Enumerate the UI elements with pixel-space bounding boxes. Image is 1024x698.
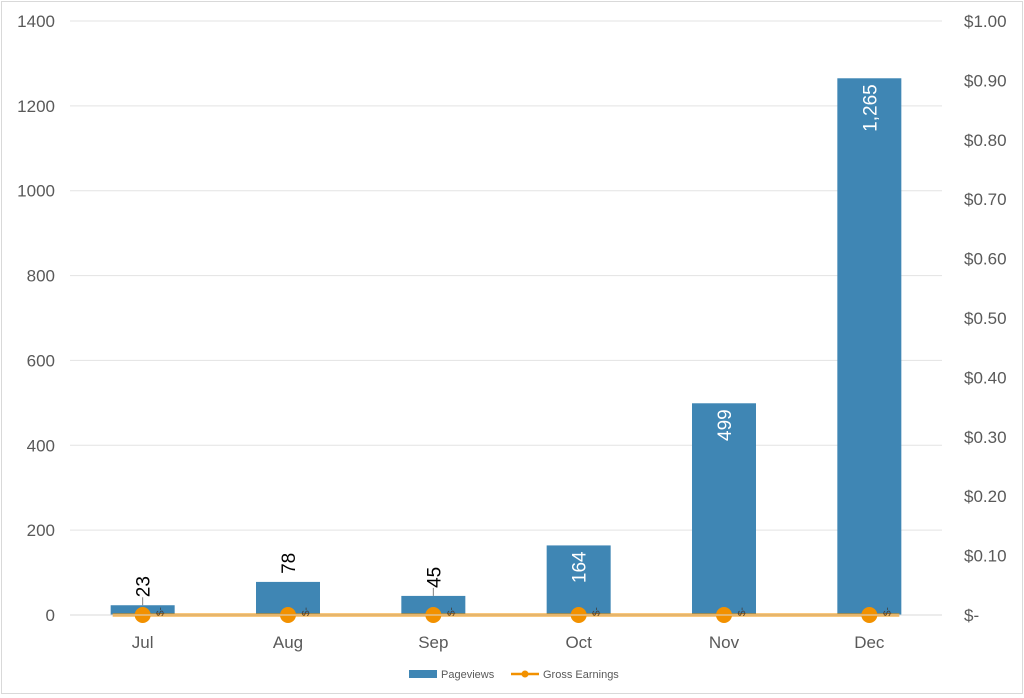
- y-left-tick-label: 1400: [17, 12, 55, 31]
- gridlines: [70, 20, 942, 531]
- x-tick-label: Dec: [854, 633, 885, 652]
- bar-pageviews: [546, 545, 611, 615]
- x-tick-label: Sep: [418, 633, 448, 652]
- y-right-tick-label: $-: [964, 606, 979, 625]
- y-right-tick-label: $0.70: [964, 190, 1007, 209]
- bar-data-label: 23: [134, 576, 155, 597]
- y-right-tick-label: $0.90: [964, 71, 1007, 90]
- gross-earnings-data-label: $-: [156, 607, 167, 616]
- bar-data-label: 1,265: [860, 84, 881, 132]
- y-left-tick-label: 600: [27, 351, 55, 370]
- legend-swatch-gross-earnings-marker: [521, 670, 529, 678]
- legend-swatch-pageviews: [409, 670, 437, 678]
- y-left-tick-label: 400: [27, 436, 55, 455]
- bar-pageviews: [692, 403, 756, 615]
- legend: Pageviews Gross Earnings: [409, 669, 619, 681]
- legend-label-gross-earnings: Gross Earnings: [543, 669, 619, 681]
- bar-data-label: 499: [715, 409, 736, 441]
- gross-earnings-data-label: $-: [882, 607, 893, 616]
- gross-earnings-data-label: $-: [446, 607, 457, 616]
- y-left-tick-label: 800: [27, 267, 55, 286]
- y-right-tick-label: $0.20: [964, 487, 1007, 506]
- y-right-tick-label: $0.80: [964, 131, 1007, 150]
- x-tick-label: Jul: [132, 633, 154, 652]
- bar-pageviews: [401, 595, 466, 615]
- bar-data-label: 164: [570, 551, 591, 583]
- y-axis-right: $- $0.10 $0.20 $0.30 $0.40 $0.50 $0.60 $0.70 $0.…: [964, 12, 1007, 625]
- y-right-tick-label: $0.30: [964, 428, 1007, 447]
- y-right-tick-label: $0.60: [964, 250, 1007, 269]
- legend-label-pageviews: Pageviews: [441, 669, 495, 681]
- y-left-tick-label: 0: [46, 606, 55, 625]
- bar-data-label: 45: [424, 567, 445, 588]
- y-left-tick-label: 1200: [17, 97, 55, 116]
- bar-pageviews: [837, 78, 902, 616]
- y-left-tick-label: 1000: [17, 182, 55, 201]
- y-right-tick-label: $1.00: [964, 12, 1007, 31]
- bar-data-label: 78: [279, 553, 300, 574]
- x-tick-label: Oct: [565, 633, 592, 652]
- x-axis: Jul Aug Sep Oct Nov Dec: [70, 614, 942, 652]
- y-right-tick-label: $0.50: [964, 309, 1007, 328]
- bar-series-pageviews: [110, 78, 902, 616]
- gross-earnings-data-label: $-: [737, 607, 748, 616]
- x-tick-label: Aug: [273, 633, 303, 652]
- x-tick-label: Nov: [709, 633, 740, 652]
- gross-earnings-data-label: $-: [301, 607, 312, 616]
- y-axis-left: 0 200 400 600 800 1000 1200 1400: [17, 12, 55, 625]
- y-left-tick-label: 200: [27, 521, 55, 540]
- y-right-tick-label: $0.10: [964, 547, 1007, 566]
- data-labels: 23 78 45 164 499 1,265 $- $- $- $- $- $-: [134, 84, 894, 616]
- y-right-tick-label: $0.40: [964, 368, 1007, 387]
- gross-earnings-data-label: $-: [592, 607, 603, 616]
